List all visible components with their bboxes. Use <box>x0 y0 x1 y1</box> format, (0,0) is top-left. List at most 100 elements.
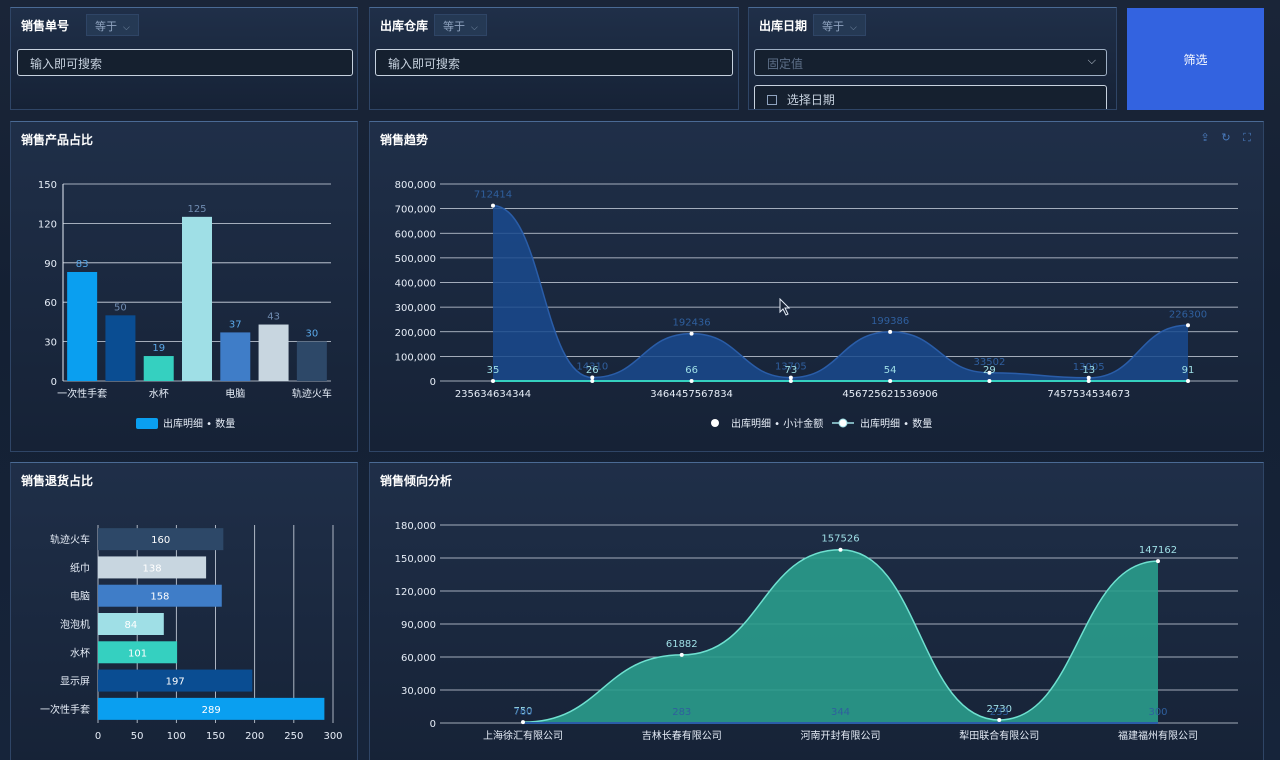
qty-point <box>987 379 992 383</box>
return-share-chart: 0 50 100 150 200 250 300 160 轨迹火车 138 纸巾 158 电脑 84 泡泡机… <box>40 525 343 742</box>
y-tick-label: 30 <box>44 338 57 349</box>
bar <box>98 528 224 551</box>
filter-order-no: 销售单号 等于 ⌵ 输入即可搜索 <box>10 7 358 110</box>
legend-label: 出库明细 • 数量 <box>860 417 932 430</box>
filter-submit-button[interactable]: 筛选 <box>1127 8 1264 110</box>
qty-data-label: 13 <box>1082 365 1095 376</box>
date-picker-input[interactable]: 选择日期 <box>754 85 1107 109</box>
x-tick-label: 456725621536906 <box>842 389 937 400</box>
panel-title: 销售产品占比 <box>21 133 94 147</box>
qty-data-label: 283 <box>672 707 691 718</box>
legend-label: 出库明细 • 小计金额 <box>731 417 823 430</box>
y-tick-label: 100,000 <box>395 352 436 363</box>
y-tick-label: 水杯 <box>70 646 90 659</box>
amount-data-label: 750 <box>513 706 532 717</box>
product-share-chart: 0 30 60 90 120 150 83 一次性手套 50 19 水杯 125 37 电脑 43 30 轨迹火… <box>38 180 332 430</box>
y-tick-label: 200,000 <box>395 328 436 339</box>
refresh-icon[interactable]: ↻ <box>1221 131 1231 144</box>
bar <box>182 216 212 381</box>
panel-sales-trend: 销售趋势 ⇪ ↻ ⛶ 0 100,000 200,000 300,000 400,000… <box>369 121 1264 452</box>
y-tick-label: 150 <box>38 180 57 191</box>
y-tick-label: 500,000 <box>395 254 436 265</box>
y-tick-label: 90,000 <box>401 620 436 631</box>
y-tick-label: 150,000 <box>395 554 436 565</box>
amount-data-label: 157526 <box>821 534 859 545</box>
qty-data-label: 66 <box>685 365 698 376</box>
amount-point <box>888 329 893 334</box>
qty-data-label: 54 <box>884 365 897 376</box>
panel-title: 销售退货占比 <box>21 474 94 488</box>
amount-data-label: 14310 <box>576 361 608 372</box>
bar-data-label: 30 <box>305 329 318 340</box>
filter-date: 出库日期 等于 ⌵ 固定值 ⌵ 选择日期 <box>748 7 1117 110</box>
y-tick-label: 0 <box>430 377 436 388</box>
x-tick-label: 电脑 <box>225 387 245 400</box>
qty-data-label: 29 <box>983 365 996 376</box>
x-tick-label: 水杯 <box>149 387 169 400</box>
amount-point <box>689 331 694 336</box>
legend-swatch <box>136 418 158 429</box>
x-tick-label: 150 <box>206 731 225 742</box>
amount-point <box>1156 559 1160 564</box>
y-tick-label: 400,000 <box>395 279 436 290</box>
order-no-search-input[interactable]: 输入即可搜索 <box>17 49 353 76</box>
bar <box>98 669 253 692</box>
bar <box>98 556 207 579</box>
tendency-chart: 0 30,000 60,000 90,000 120,000 150,000 180,000… <box>395 521 1238 742</box>
bar <box>143 356 174 381</box>
bar <box>98 641 178 664</box>
bar-data-label: 50 <box>114 302 127 313</box>
y-tick-label: 180,000 <box>395 521 436 532</box>
amount-data-label: 2730 <box>987 704 1012 715</box>
operator-select[interactable]: 等于 ⌵ <box>813 14 866 36</box>
legend-swatch <box>838 418 848 428</box>
qty-data-label: 760 <box>513 707 532 718</box>
x-tick-label: 50 <box>131 731 144 742</box>
amount-line <box>492 204 1189 379</box>
qty-data-label: 26 <box>586 365 599 376</box>
x-tick-label: 0 <box>95 731 101 742</box>
filter-label: 销售单号 <box>21 19 70 33</box>
amount-data-label: 712414 <box>474 190 512 201</box>
fullscreen-icon[interactable]: ⛶ <box>1243 131 1251 144</box>
qty-data-label: 300 <box>1148 707 1167 718</box>
qty-point <box>1086 379 1091 383</box>
amount-point <box>679 652 684 657</box>
filter-label: 出库仓库 <box>380 19 429 33</box>
y-tick-label: 700,000 <box>395 205 436 216</box>
qty-data-label: 91 <box>1182 365 1195 376</box>
y-tick-label: 600,000 <box>395 229 436 240</box>
bar-data-label: 158 <box>150 592 169 603</box>
export-icon[interactable]: ⇪ <box>1200 131 1210 144</box>
qty-data-label: 73 <box>784 365 797 376</box>
bar-data-label: 101 <box>128 648 147 659</box>
bar <box>98 697 325 720</box>
y-tick-label: 泡泡机 <box>60 618 90 631</box>
amount-data-label: 192436 <box>672 318 710 329</box>
x-tick-label: 235634634344 <box>455 389 531 400</box>
qty-point <box>590 379 595 383</box>
y-tick-label: 120,000 <box>395 587 436 598</box>
x-tick-label: 一次性手套 <box>57 387 107 400</box>
bar <box>220 332 251 381</box>
x-tick-label: 犁田联合有限公司 <box>959 729 1039 742</box>
qty-data-label: 344 <box>831 707 850 718</box>
legend-label: 出库明细 • 数量 <box>163 417 235 430</box>
amount-point <box>987 370 992 375</box>
operator-select[interactable]: 等于 ⌵ <box>86 14 139 36</box>
warehouse-search-input[interactable]: 输入即可搜索 <box>375 49 733 76</box>
bar-data-label: 19 <box>152 343 165 354</box>
y-tick-label: 轨迹火车 <box>50 533 90 546</box>
qty-point <box>788 379 793 383</box>
y-tick-label: 120 <box>38 219 57 230</box>
amount-data-label: 13705 <box>775 362 807 373</box>
amount-point <box>1086 375 1091 380</box>
bar-data-label: 289 <box>202 705 221 716</box>
amount-area <box>523 549 1158 723</box>
date-mode-select[interactable]: 固定值 ⌵ <box>754 49 1107 76</box>
qty-data-label: 35 <box>487 365 500 376</box>
operator-select[interactable]: 等于 ⌵ <box>434 14 487 36</box>
x-tick-label: 福建福州有限公司 <box>1118 729 1198 742</box>
amount-data-label: 226300 <box>1169 309 1207 320</box>
y-tick-label: 60 <box>44 298 57 309</box>
